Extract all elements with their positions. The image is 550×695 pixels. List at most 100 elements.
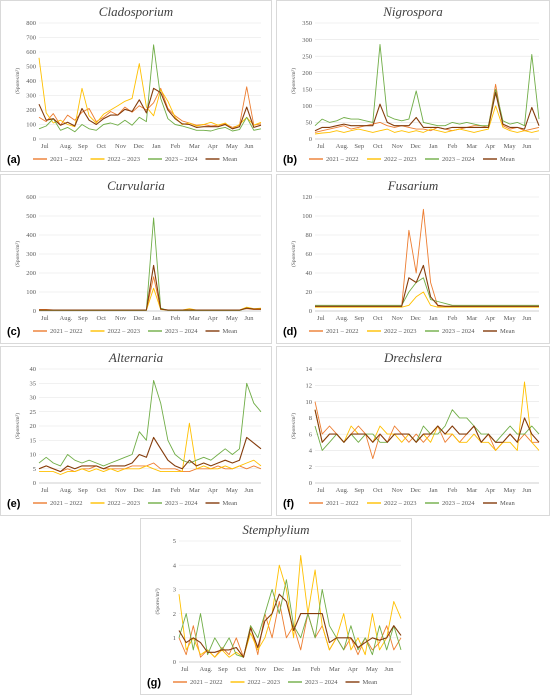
x-tick-label: Sep (354, 143, 364, 150)
y-tick-label: 50 (306, 120, 313, 127)
legend-label-series-2021-2022: 2021 – 2022 (326, 500, 359, 507)
chart-svg-a: Cladosporium 0 100 200 300 400 500 600 700 800 (Sp… (7, 4, 262, 166)
x-tick-label: Apr (208, 143, 219, 150)
y-tick-label: 0 (309, 308, 312, 315)
chart-title: Cladosporium (99, 4, 173, 19)
y-tick-label: 300 (26, 251, 36, 258)
x-tick-label: Jun (522, 487, 532, 494)
legend-label-series-2022-2023: 2022 – 2023 (108, 156, 141, 163)
y-tick-label: 80 (306, 232, 313, 239)
chart-title: Nigrospora (382, 4, 443, 19)
series-2023-2024-line (38, 44, 262, 133)
x-tick-label: Jul (41, 143, 49, 150)
legend-label-series-2022-2023: 2022 – 2023 (108, 500, 141, 507)
x-tick-label: Aug. (336, 487, 349, 494)
x-tick-label: Oct (97, 487, 107, 494)
x-tick-label: Jun (385, 666, 395, 673)
y-tick-label: 300 (26, 93, 36, 100)
series-mean-line (39, 264, 261, 311)
x-tick-label: May (226, 315, 239, 322)
panel-label: (g) (147, 677, 161, 689)
x-tick-label: Jul (181, 666, 189, 673)
x-tick-label: Sep (354, 315, 364, 322)
y-tick-label: 0 (33, 480, 36, 487)
y-tick-label: 40 (306, 270, 313, 277)
y-tick-label: 120 (302, 194, 312, 201)
x-tick-label: Nov (255, 666, 267, 673)
series-2022-2023-line (315, 291, 539, 308)
y-tick-label: 0 (33, 308, 36, 315)
x-tick-label: May (504, 143, 517, 150)
x-tick-label: Aug. (60, 315, 73, 322)
x-tick-label: Aug. (336, 143, 349, 150)
x-tick-label: Jun (245, 315, 255, 322)
x-tick-label: Jun (245, 487, 255, 494)
y-tick-label: 200 (302, 70, 312, 77)
chart-svg-c: Curvularia 0 100 200 300 400 500 600 (Spores/m³)… (7, 178, 262, 338)
x-tick-label: Nov (115, 487, 127, 494)
y-tick-label: 10 (30, 452, 37, 459)
x-tick-label: Nov (115, 143, 127, 150)
panel-label: (d) (283, 326, 297, 338)
x-tick-label: Aug. (60, 487, 73, 494)
series-2023-2024-line (178, 579, 402, 658)
legend-label-series-2023-2024: 2023 – 2024 (442, 500, 475, 507)
legend-label-series-2021-2022: 2021 – 2022 (190, 679, 223, 686)
panel-label: (c) (7, 326, 21, 338)
x-tick-label: Feb (448, 487, 458, 494)
x-tick-label: May (226, 487, 239, 494)
x-tick-label: Feb (448, 143, 458, 150)
series-mean-line (38, 87, 262, 130)
series-2021-2022-line (38, 86, 262, 128)
x-tick-label: Jan (429, 315, 438, 322)
y-tick-label: 0 (173, 659, 176, 666)
x-tick-label: Feb (171, 315, 181, 322)
series-2021-2022-line (178, 601, 402, 658)
x-tick-label: Sep (218, 666, 228, 673)
x-tick-label: Jul (317, 487, 325, 494)
y-tick-label: 35 (30, 380, 37, 387)
x-tick-label: May (226, 143, 239, 150)
x-tick-label: Mar (466, 487, 478, 494)
y-tick-label: 0 (309, 480, 312, 487)
y-axis-label: (Spores/m³) (290, 68, 297, 94)
chart-panel-drechslera: Drechslera 0 2 4 6 8 10 12 14 (Spores/m³) Jul Aug. S… (276, 346, 550, 516)
x-tick-label: Oct (373, 487, 383, 494)
x-tick-label: Mar (466, 315, 478, 322)
y-tick-label: 700 (26, 35, 36, 42)
x-tick-label: Dec (134, 315, 145, 322)
series-2021-2022-line (39, 276, 261, 311)
chart-svg-f: Drechslera 0 2 4 6 8 10 12 14 (Spores/m³) Jul Aug. S… (283, 350, 540, 510)
x-tick-label: Dec (274, 666, 285, 673)
chart-svg-e: Alternaria 0 5 10 15 20 25 30 35 40 (Spores/m³) Jul… (7, 350, 262, 510)
panel-label: (b) (283, 154, 297, 166)
y-tick-label: 30 (30, 395, 37, 402)
x-tick-label: Nov (115, 315, 127, 322)
y-tick-label: 600 (26, 194, 36, 201)
legend-label-series-2022-2023: 2022 – 2023 (384, 500, 417, 507)
y-tick-label: 200 (26, 107, 36, 114)
x-tick-label: Mar (466, 143, 478, 150)
x-tick-label: Jan (429, 143, 438, 150)
series-2022-2023-line (314, 381, 540, 451)
y-tick-label: 10 (306, 399, 313, 406)
x-tick-label: Feb (171, 143, 181, 150)
y-tick-label: 150 (302, 86, 312, 93)
x-tick-label: Apr (485, 315, 496, 322)
legend-label-series-2021-2022: 2021 – 2022 (50, 156, 83, 163)
y-tick-label: 600 (26, 49, 36, 56)
x-tick-label: Feb (311, 666, 321, 673)
panel-label: (a) (7, 154, 21, 166)
y-tick-label: 14 (306, 366, 313, 373)
y-tick-label: 350 (302, 20, 312, 27)
chart-title: Fusarium (387, 178, 439, 193)
legend-label-series-mean: Mean (223, 500, 239, 507)
x-tick-label: Jan (292, 666, 301, 673)
x-tick-label: Dec (410, 143, 421, 150)
y-tick-label: 300 (302, 37, 312, 44)
y-axis-label: (Spores/m³) (14, 241, 21, 267)
x-tick-label: Dec (134, 487, 145, 494)
chart-panel-nigrospora: Nigrospora 0 50 100 150 200 250 300 350 (Spores/m… (276, 0, 550, 172)
x-tick-label: Dec (134, 143, 145, 150)
x-tick-label: Jan (152, 487, 161, 494)
